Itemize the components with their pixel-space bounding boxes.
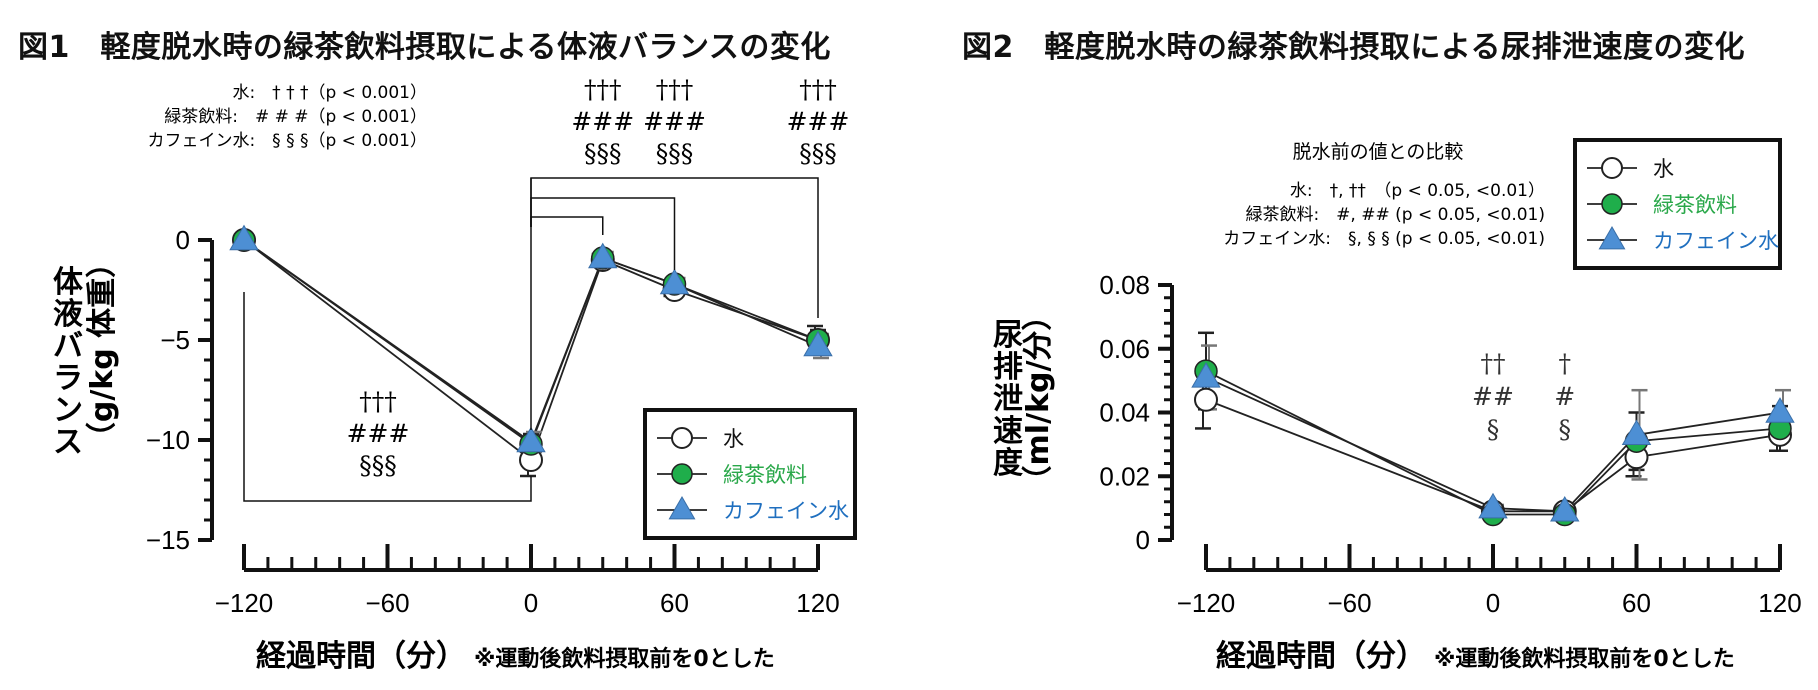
fig1-data-point-caffeine — [229, 224, 259, 251]
fig2-legend-label-0: 水 — [1653, 157, 1674, 181]
fig1-sig-60-2: §§§ — [656, 139, 694, 168]
fig2-y-tick-label: 0.08 — [1099, 270, 1150, 300]
fig2-x-tick-label: 120 — [1758, 588, 1801, 618]
figure1-title: 図1 軽度脱水時の緑茶飲料摂取による体液バランスの変化 — [18, 30, 831, 65]
fig2-legend-marker-0 — [1601, 157, 1623, 179]
fig2-sig-30-1: # — [1554, 382, 1575, 411]
fig2-legend-marker-1 — [1601, 193, 1623, 215]
fig2-data-point-caffeine — [1191, 362, 1221, 388]
fig2-x-tick-label: −60 — [1327, 588, 1371, 618]
fig2-y-tick-label: 0.06 — [1099, 334, 1150, 364]
fig1-data-point-caffeine — [803, 330, 833, 357]
fig1-stat-line-0: 水: † † †（p < 0.001） — [232, 83, 427, 103]
fig1-sig-60-1: ### — [643, 107, 706, 136]
fig1-y-tick-label: −5 — [160, 325, 190, 355]
fig1-sig-30-1: ### — [571, 107, 634, 136]
fig1-sig-120-1: ### — [787, 107, 850, 136]
fig2-stat-line-2: カフェイン水: §, § § (p < 0.05, <0.01) — [1223, 229, 1545, 249]
fig2-x-tick-label: −120 — [1177, 588, 1236, 618]
fig1-y-axis-title: 体液バランス — [53, 265, 84, 460]
fig1-sig-60-0: ††† — [656, 75, 694, 104]
fig2-x-axis-title: 経過時間（分） — [1216, 639, 1426, 674]
fig2-y-tick-label: 0 — [1136, 525, 1150, 555]
fig1-x-tick-label: 60 — [660, 588, 689, 618]
fig2-data-point-caffeine — [1621, 419, 1652, 446]
fig2-sig-0-1: ## — [1472, 382, 1514, 411]
fig1-x-tick-label: −120 — [215, 588, 274, 618]
fig1-legend-marker-1 — [671, 463, 693, 485]
fig1-data-point-caffeine — [516, 426, 546, 453]
fig1-x-axis-note: ※運動後飲料摂取前を0とした — [474, 646, 775, 672]
fig2-x-axis-note: ※運動後飲料摂取前を0とした — [1434, 646, 1735, 672]
fig2-y-axis-title: 尿排泄速度 — [993, 318, 1023, 481]
fig2-sig-0-0: †† — [1481, 349, 1506, 378]
fig1-sig-low-1: ### — [347, 419, 410, 448]
fig1-sig-low-0: ††† — [359, 387, 397, 416]
fig2-sig-30-2: § — [1559, 415, 1572, 444]
fig1-legend-label-1: 緑茶飲料 — [723, 463, 807, 487]
fig1-data-point-caffeine — [659, 268, 690, 295]
fig1-x-tick-label: 120 — [796, 588, 839, 618]
fig1-legend-marker-0 — [671, 427, 693, 449]
fig2-y-tick-label: 0.02 — [1099, 461, 1150, 491]
fig2-data-point-caffeine — [1765, 397, 1795, 423]
fig2-y-axis-unit: （ml/kg/分） — [1021, 301, 1056, 496]
fig2-stats-title: 脱水前の値との比較 — [1293, 141, 1464, 163]
fig1-y-tick-label: −15 — [146, 525, 190, 555]
fig2-sig-0-2: § — [1487, 415, 1500, 444]
fig2-data-point-caffeine — [1478, 492, 1508, 519]
fig1-sig-120-0: ††† — [799, 75, 837, 104]
fig2-x-tick-label: 0 — [1486, 588, 1500, 618]
fig2-sig-30-0: † — [1559, 349, 1572, 378]
fig1-stat-line-1: 緑茶飲料: # # #（p < 0.001） — [164, 107, 427, 127]
fig1-y-axis-unit: （g/kg 体重） — [85, 248, 120, 452]
fig1-x-tick-label: −60 — [365, 588, 409, 618]
fig1-legend-label-0: 水 — [723, 427, 744, 451]
fig2-stat-line-1: 緑茶飲料: #, ## (p < 0.05, <0.01) — [1245, 205, 1545, 225]
fig2-data-point-water — [1194, 387, 1218, 412]
figure2-title: 図2 軽度脱水時の緑茶飲料摂取による尿排泄速度の変化 — [962, 30, 1745, 65]
fig1-x-axis-title: 経過時間（分） — [256, 639, 466, 674]
fig2-x-tick-label: 60 — [1622, 588, 1651, 618]
fig1-data-point-caffeine — [588, 242, 618, 269]
fig1-stat-line-2: カフェイン水: § § §（p < 0.001） — [147, 131, 427, 151]
fig2-legend-label-1: 緑茶飲料 — [1653, 193, 1737, 217]
fig2-y-tick-label: 0.04 — [1099, 398, 1150, 428]
fig1-legend-label-2: カフェイン水 — [723, 499, 849, 523]
fig1-y-tick-label: −10 — [146, 425, 190, 455]
fig1-x-tick-label: 0 — [524, 588, 538, 618]
fig1-sig-30-0: ††† — [584, 75, 622, 104]
fig1-legend-marker-2 — [668, 495, 696, 520]
fig1-y-tick-label: 0 — [176, 225, 190, 255]
fig1-sig-low-2: §§§ — [359, 451, 397, 480]
fig2-legend-marker-2 — [1598, 225, 1626, 250]
fig1-comparison-bracket-low — [243, 292, 532, 502]
fig2-legend-label-2: カフェイン水 — [1653, 229, 1779, 253]
fig1-comparison-bracket-30 — [530, 216, 604, 235]
fig2-data-point-caffeine — [1550, 495, 1580, 522]
fig1-sig-120-2: §§§ — [799, 139, 837, 168]
fig2-stat-line-0: 水: †, †† （p < 0.05, <0.01） — [1290, 181, 1545, 201]
fig1-sig-30-2: §§§ — [584, 139, 622, 168]
